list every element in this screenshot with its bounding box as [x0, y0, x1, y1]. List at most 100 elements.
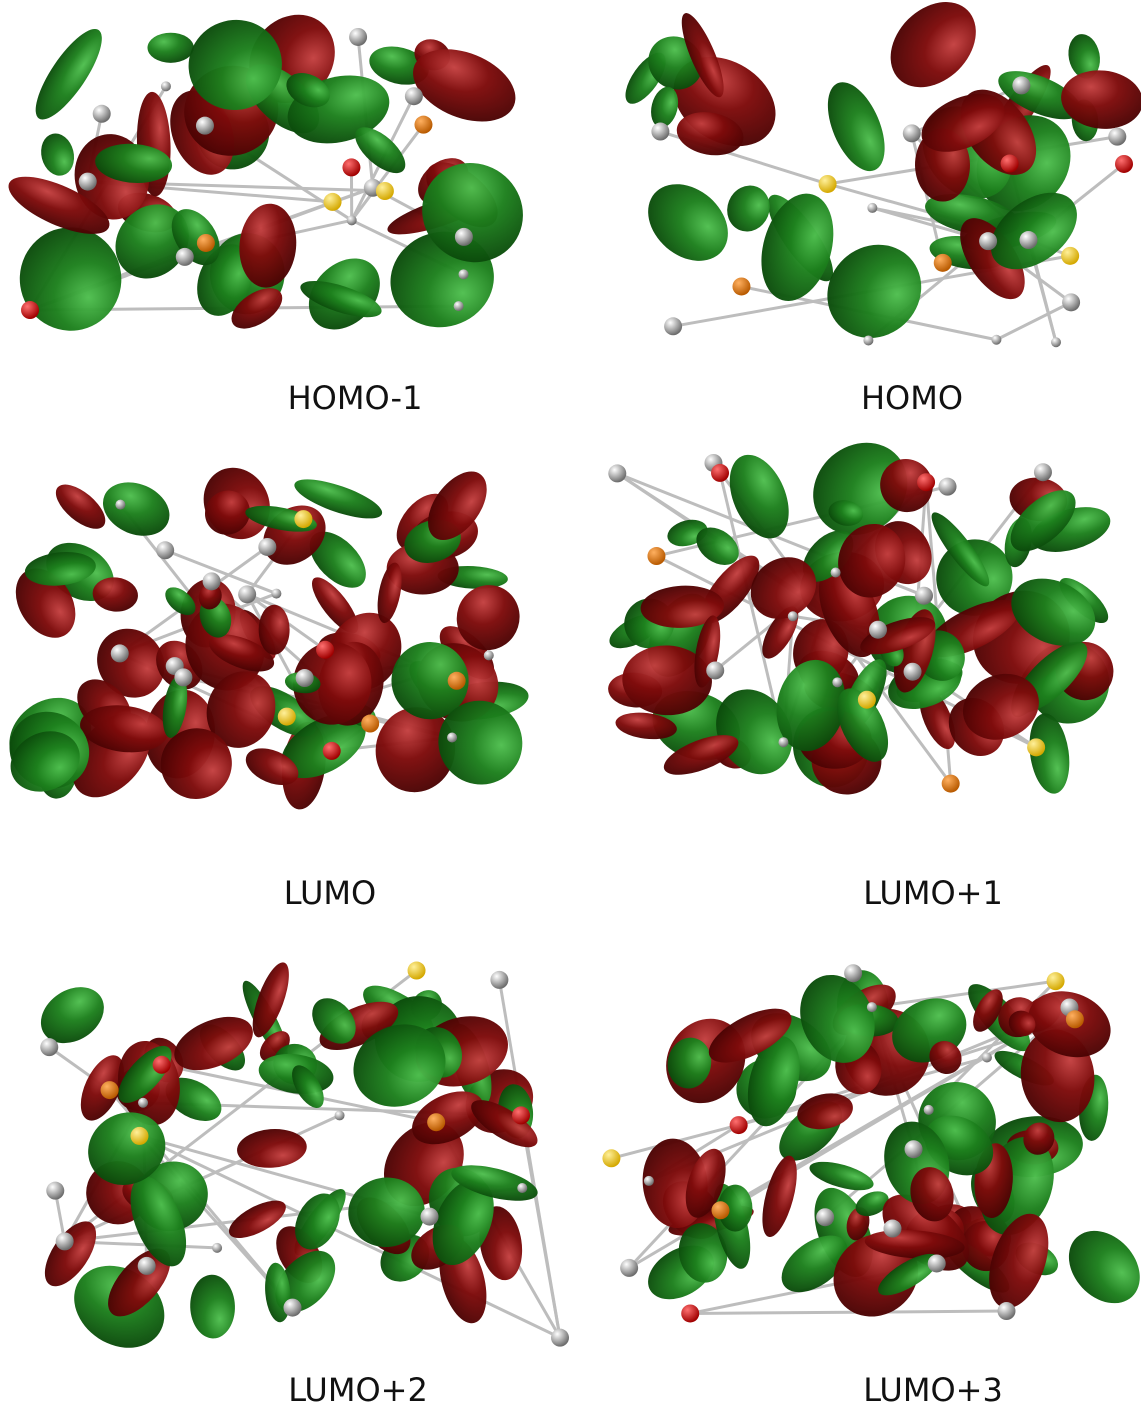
- atom: [831, 567, 841, 577]
- panel-label: LUMO+2: [288, 1371, 428, 1409]
- orbital-lobe: [189, 1274, 236, 1339]
- panel-label: LUMO+1: [863, 874, 1003, 912]
- atom: [711, 464, 729, 482]
- atom: [323, 742, 341, 760]
- atom: [271, 589, 281, 599]
- atom: [79, 173, 97, 191]
- atom: [903, 124, 921, 142]
- panel-label: HOMO: [861, 379, 963, 417]
- atom: [915, 587, 933, 605]
- atom: [730, 1116, 748, 1134]
- atom: [681, 1304, 699, 1322]
- atom: [819, 175, 837, 193]
- atom: [982, 1052, 992, 1062]
- atom: [454, 301, 464, 311]
- atom: [863, 335, 873, 345]
- bond: [996, 302, 1071, 339]
- atom: [101, 1081, 119, 1099]
- atom: [316, 641, 334, 659]
- atom: [647, 547, 665, 565]
- orbital-lobe: [807, 1156, 877, 1196]
- atom: [512, 1106, 530, 1124]
- atom: [349, 28, 367, 46]
- atom: [602, 1149, 620, 1167]
- atom: [1066, 1010, 1084, 1028]
- orbital-lobe: [718, 446, 800, 547]
- atom: [608, 464, 626, 482]
- orbital-lobe: [48, 477, 112, 537]
- atom: [620, 1259, 638, 1277]
- atom: [335, 1110, 345, 1120]
- atom: [1061, 247, 1079, 265]
- atom: [376, 182, 394, 200]
- orbital-panel: [30, 958, 569, 1364]
- atom: [778, 737, 788, 747]
- atom: [867, 203, 877, 213]
- atom: [203, 572, 221, 590]
- atom: [40, 1038, 58, 1056]
- atom: [427, 1113, 445, 1131]
- atom: [196, 117, 214, 135]
- orbital-lobe: [148, 33, 194, 63]
- orbital-lobe: [1055, 1217, 1141, 1318]
- atom: [844, 964, 862, 982]
- atom: [517, 1183, 527, 1193]
- panel-label: LUMO+3: [863, 1371, 1003, 1409]
- atom: [156, 541, 174, 559]
- atom: [979, 232, 997, 250]
- orbital-art: [0, 0, 1141, 1364]
- atom: [991, 335, 1001, 345]
- atom: [490, 971, 508, 989]
- atom: [347, 215, 357, 225]
- atom: [455, 228, 473, 246]
- atom: [1047, 972, 1065, 990]
- atom: [111, 644, 129, 662]
- page: HOMO-1 HOMO LUMO LUMO+1 LUMO+2 LUMO+3 ((…: [0, 0, 1141, 1414]
- atom: [934, 254, 952, 272]
- atom: [405, 87, 423, 105]
- atom: [21, 301, 39, 319]
- atom: [924, 1105, 934, 1115]
- bond: [690, 1311, 1006, 1313]
- panel-label: LUMO: [284, 874, 376, 912]
- atom: [138, 1098, 148, 1108]
- panel-label: HOMO-1: [288, 379, 423, 417]
- atom: [644, 1176, 654, 1186]
- orbital-lobe: [816, 74, 896, 179]
- orbital-lobe: [37, 130, 79, 179]
- atom: [324, 193, 342, 211]
- orbital-panel: [602, 963, 1141, 1333]
- atom: [917, 473, 935, 491]
- atom: [869, 621, 887, 639]
- atom: [153, 1056, 171, 1074]
- atom: [732, 277, 750, 295]
- atom: [176, 248, 194, 266]
- orbital-lobe: [13, 221, 128, 338]
- atom: [651, 123, 669, 141]
- atom: [174, 668, 192, 686]
- atom: [447, 732, 457, 742]
- atom: [296, 669, 314, 687]
- atom: [130, 1127, 148, 1145]
- atom: [258, 538, 276, 556]
- orbital-lobe: [1058, 66, 1141, 132]
- atom: [294, 510, 312, 528]
- atom: [93, 105, 111, 123]
- atom: [46, 1182, 64, 1200]
- atom: [832, 677, 842, 687]
- atom: [1115, 155, 1133, 173]
- orbital-lobe: [259, 605, 290, 655]
- atom: [867, 1002, 877, 1012]
- atom: [706, 661, 724, 679]
- atom: [1051, 337, 1061, 347]
- orbital-lobe: [874, 0, 993, 104]
- atom: [939, 478, 957, 496]
- atom: [161, 81, 171, 91]
- atom: [459, 269, 469, 279]
- atom: [448, 672, 466, 690]
- atom: [197, 234, 215, 252]
- atom: [858, 691, 876, 709]
- atom: [1108, 128, 1126, 146]
- atom: [283, 1299, 301, 1317]
- atom: [212, 1243, 222, 1253]
